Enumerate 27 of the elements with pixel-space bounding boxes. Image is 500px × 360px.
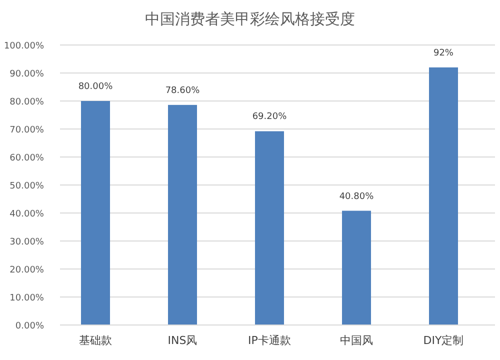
- chart-title: 中国消费者美甲彩绘风格接受度: [145, 10, 355, 28]
- bar: [81, 101, 110, 325]
- y-tick-label: 90.00%: [10, 70, 44, 80]
- y-tick-label: 50.00%: [10, 182, 44, 192]
- y-tick-label: 20.00%: [10, 266, 44, 276]
- y-tick-label: 100.00%: [4, 42, 44, 52]
- y-tick-label: 0.00%: [15, 322, 44, 332]
- data-label: 40.80%: [339, 192, 374, 202]
- x-tick-label: 中国风: [340, 334, 373, 347]
- data-label: 78.60%: [165, 86, 200, 96]
- bar: [342, 210, 371, 325]
- x-tick-label: INS风: [168, 334, 198, 347]
- data-label: 69.20%: [252, 112, 288, 122]
- bar: [429, 67, 458, 325]
- data-label: 80.00%: [78, 82, 114, 92]
- y-tick-label: 10.00%: [10, 294, 44, 304]
- y-tick-label: 60.00%: [10, 154, 44, 164]
- y-tick-label: 40.00%: [10, 210, 44, 220]
- x-tick-label: IP卡通款: [248, 334, 291, 347]
- x-tick-label: DIY定制: [423, 334, 464, 347]
- y-tick-label: 70.00%: [10, 126, 44, 136]
- y-tick-label: 30.00%: [10, 238, 44, 248]
- bar: [168, 104, 197, 325]
- x-tick-label: 基础款: [79, 334, 112, 347]
- data-label: 92%: [433, 48, 454, 58]
- y-tick-label: 80.00%: [10, 98, 44, 108]
- bar: [255, 131, 284, 325]
